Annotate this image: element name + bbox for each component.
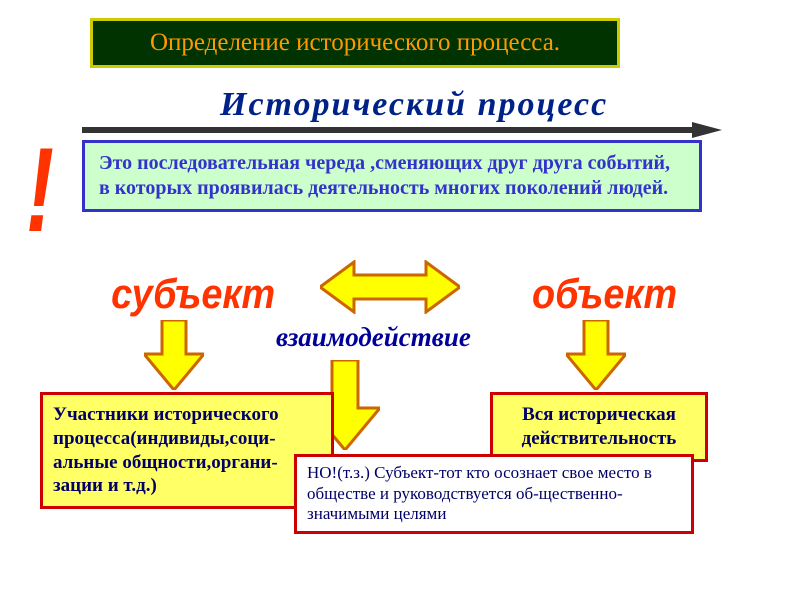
heading: Исторический процесс	[220, 86, 608, 124]
down-arrow-left-icon	[144, 320, 204, 390]
note-box: НО!(т.з.) Субъект-тот кто осознает свое …	[294, 454, 694, 534]
exclamation-mark: !	[26, 130, 54, 250]
timeline-arrow-icon	[82, 122, 722, 138]
subject-box: Участники исторического процесса(индивид…	[40, 392, 334, 509]
subject-label: субъект	[111, 270, 275, 318]
bidirectional-arrow-icon	[320, 260, 460, 314]
definition-box: Это последовательная череда ,сменяющих д…	[82, 140, 702, 212]
title-text: Определение исторического процесса.	[150, 29, 560, 57]
down-arrow-right-icon	[566, 320, 626, 390]
title-box: Определение исторического процесса.	[90, 18, 620, 68]
interaction-label: взаимодействие	[276, 322, 471, 353]
object-label: объект	[532, 270, 677, 318]
object-box: Вся историческая действительность	[490, 392, 708, 462]
